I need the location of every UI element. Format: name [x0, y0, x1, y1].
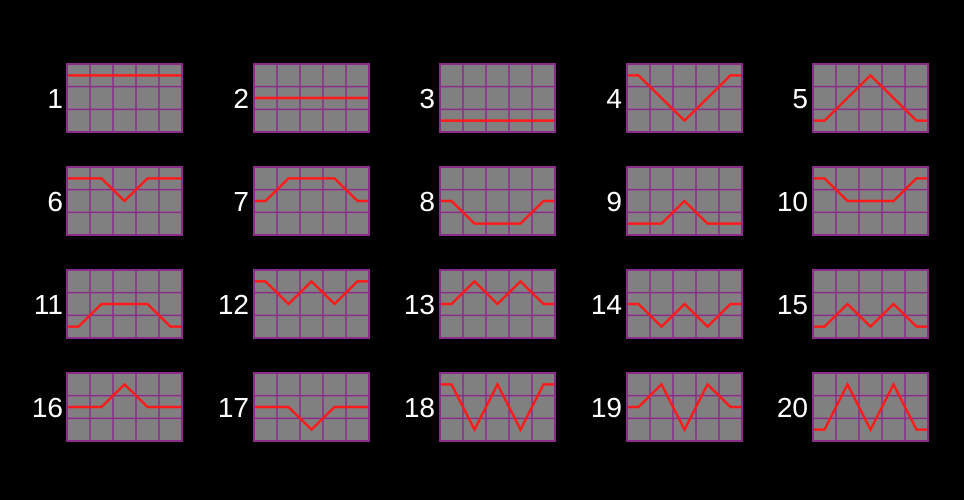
payline-path: [441, 199, 554, 225]
payline-path: [255, 279, 368, 306]
payline-number: 9: [606, 186, 622, 217]
payline-8: 8: [419, 166, 556, 236]
payline-17: 17: [218, 372, 370, 442]
payline-number: 17: [218, 392, 249, 423]
payline-number: 13: [404, 289, 435, 320]
payline-16: 16: [32, 372, 183, 442]
payline-11: 11: [34, 269, 183, 339]
payline-number: 16: [32, 392, 63, 423]
payline-path: [68, 382, 181, 409]
payline-path: [814, 381, 927, 433]
payline-path: [814, 73, 927, 122]
payline-number: 5: [792, 83, 808, 114]
payline-number: 1: [47, 83, 63, 114]
payline-path: [441, 279, 554, 306]
payline-1: 1: [47, 63, 183, 133]
payline-path: [628, 74, 741, 123]
payline-path: [628, 302, 741, 329]
payline-number: 6: [47, 186, 63, 217]
payline-number: 11: [34, 289, 63, 320]
payline-number: 19: [591, 392, 622, 423]
payline-13: 13: [404, 269, 556, 339]
payline-12: 12: [218, 269, 370, 339]
payline-path: [628, 199, 741, 225]
payline-number: 14: [591, 289, 622, 320]
payline-number: 2: [233, 83, 249, 114]
payline-10: 10: [777, 166, 929, 236]
payline-number: 7: [233, 186, 249, 217]
payline-path: [628, 382, 741, 433]
payline-20: 20: [777, 372, 929, 442]
payline-15: 15: [777, 269, 929, 339]
payline-7: 7: [233, 166, 370, 236]
payline-9: 9: [606, 166, 743, 236]
payline-number: 12: [218, 289, 249, 320]
payline-path: [814, 177, 927, 203]
payline-2: 2: [233, 63, 370, 133]
payline-path: [68, 302, 181, 328]
payline-number: 18: [404, 392, 435, 423]
payline-path: [441, 381, 554, 433]
payline-path: [814, 302, 927, 329]
payline-19: 19: [591, 372, 743, 442]
payline-6: 6: [47, 166, 183, 236]
payline-3: 3: [419, 63, 556, 133]
payline-4: 4: [606, 63, 743, 133]
payline-5: 5: [792, 63, 929, 133]
payline-14: 14: [591, 269, 743, 339]
payline-path: [255, 405, 368, 432]
payline-number: 4: [606, 83, 622, 114]
payline-18: 18: [404, 372, 556, 442]
payline-path: [255, 177, 368, 203]
payline-number: 3: [419, 83, 435, 114]
payline-number: 8: [419, 186, 435, 217]
payline-number: 20: [777, 392, 808, 423]
payline-number: 10: [777, 186, 808, 217]
payline-path: [68, 177, 181, 203]
payline-number: 15: [777, 289, 808, 320]
